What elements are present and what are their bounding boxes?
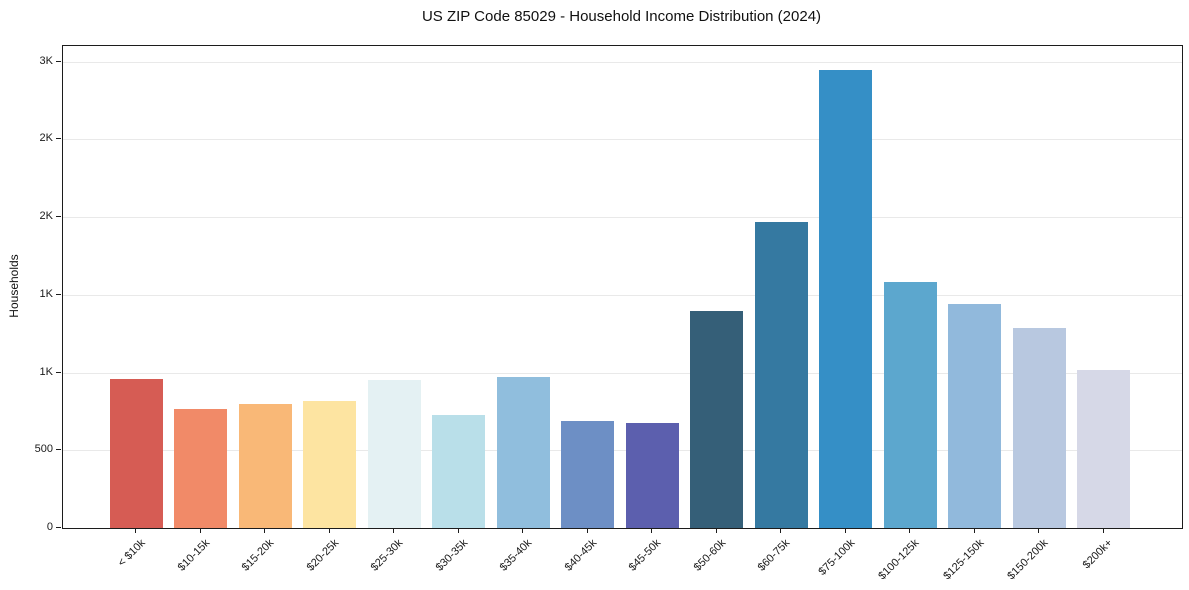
y-tick-label: 2K bbox=[39, 210, 53, 223]
x-axis-tick bbox=[199, 528, 201, 533]
y-axis-tick bbox=[56, 60, 61, 62]
x-axis-tick bbox=[780, 528, 781, 533]
x-axis-tick bbox=[1038, 528, 1039, 533]
bar--75-100k bbox=[819, 70, 872, 528]
x-axis-tick bbox=[844, 528, 846, 533]
y-axis-tick bbox=[56, 138, 61, 140]
y-gridline bbox=[63, 217, 1182, 219]
y-axis-tick bbox=[56, 527, 61, 528]
y-tick-label: 500 bbox=[34, 443, 53, 456]
y-gridline bbox=[63, 450, 1182, 452]
x-tick-label: $25-30k bbox=[368, 537, 406, 574]
bar--125-150k bbox=[948, 304, 1001, 528]
bar--45-50k bbox=[625, 423, 679, 528]
y-tick-label: 3K bbox=[39, 54, 53, 67]
x-axis-tick bbox=[973, 528, 975, 533]
x-axis-tick bbox=[909, 528, 910, 533]
x-axis-tick bbox=[328, 528, 330, 533]
x-tick-label: $50-60k bbox=[691, 537, 728, 574]
x-tick-label: $200k+ bbox=[1080, 537, 1115, 572]
bar--15-20k bbox=[238, 404, 292, 528]
y-axis-tick bbox=[56, 449, 61, 451]
x-axis-tick bbox=[586, 528, 588, 533]
bar--30-35k bbox=[432, 415, 485, 528]
bar--200k- bbox=[1077, 370, 1130, 528]
y-gridline bbox=[63, 61, 1182, 63]
chart-title: US ZIP Code 85029 - Household Income Dis… bbox=[421, 8, 822, 25]
x-tick-label: $150-200k bbox=[1005, 537, 1051, 583]
x-tick-label: < $10k bbox=[115, 537, 148, 570]
x-tick-label: $10-15k bbox=[175, 537, 212, 574]
x-axis-tick bbox=[393, 528, 394, 533]
bar--60-75k bbox=[754, 221, 808, 528]
x-tick-label: $30-35k bbox=[433, 537, 470, 574]
bar--40-45k bbox=[561, 420, 614, 528]
y-tick-label: 1K bbox=[39, 287, 53, 300]
x-tick-label: $35-40k bbox=[497, 537, 535, 574]
y-gridline bbox=[63, 139, 1182, 141]
x-axis-tick bbox=[715, 528, 717, 533]
x-axis-tick bbox=[264, 528, 265, 533]
y-axis-label: Households bbox=[7, 254, 21, 318]
x-tick-label: $15-20k bbox=[239, 537, 277, 574]
plot-area bbox=[62, 45, 1183, 529]
y-axis-tick bbox=[56, 216, 61, 218]
y-tick-label: 0 bbox=[46, 521, 53, 533]
y-axis-tick bbox=[56, 293, 61, 295]
bar--35-40k bbox=[496, 377, 550, 528]
bar--150-200k bbox=[1012, 328, 1066, 528]
x-tick-label: $45-50k bbox=[626, 537, 664, 574]
y-tick-label: 1K bbox=[39, 365, 53, 378]
bar--50-60k bbox=[690, 311, 743, 528]
x-tick-label: $20-25k bbox=[304, 537, 341, 574]
bar--10-15k bbox=[174, 409, 227, 528]
x-tick-label: $75-100k bbox=[816, 537, 857, 578]
x-tick-label: $100-125k bbox=[876, 537, 922, 583]
x-axis-tick bbox=[135, 528, 136, 533]
x-tick-label: $125-150k bbox=[940, 537, 986, 583]
x-axis-tick bbox=[1102, 528, 1104, 533]
bar--20-25k bbox=[303, 400, 356, 528]
x-tick-label: $40-45k bbox=[562, 537, 599, 574]
bar--25-30k bbox=[367, 379, 421, 528]
x-axis-tick bbox=[522, 528, 523, 533]
y-axis-tick bbox=[56, 371, 61, 373]
x-axis-tick bbox=[651, 528, 652, 533]
bar--10k bbox=[109, 378, 163, 528]
y-tick-label: 2K bbox=[39, 132, 53, 145]
bar--100-125k bbox=[883, 281, 937, 528]
x-tick-label: $60-75k bbox=[755, 537, 793, 574]
y-gridline bbox=[63, 294, 1182, 296]
x-axis-tick bbox=[457, 528, 459, 533]
y-gridline bbox=[63, 372, 1182, 374]
